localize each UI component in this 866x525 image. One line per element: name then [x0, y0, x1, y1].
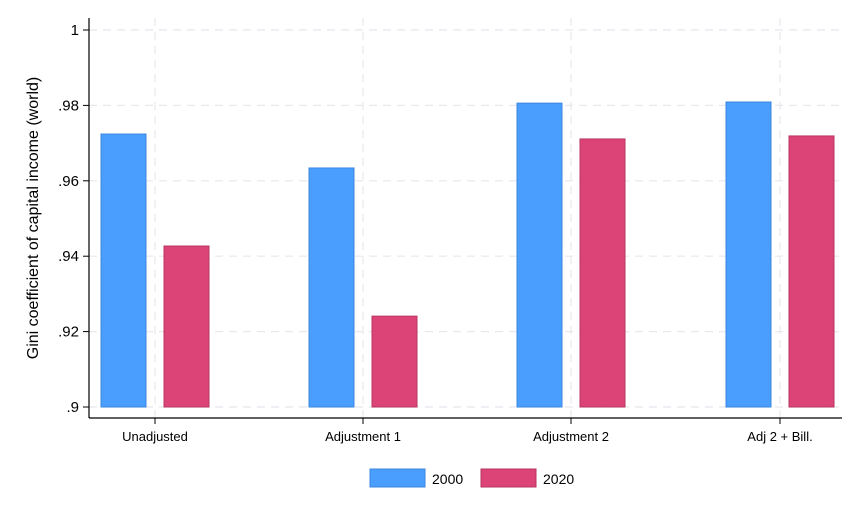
x-tick-label: Adj 2 + Bill. [747, 429, 812, 444]
bars [100, 101, 835, 408]
x-tick-label: Adjustment 2 [533, 429, 609, 444]
x-ticks: Unadjusted Adjustment 1 Adjustment 2 Adj 2 … [122, 418, 813, 444]
y-tick-label: .9 [66, 399, 79, 416]
axes [88, 18, 842, 419]
bar-2020 [163, 245, 210, 408]
legend-label: 2020 [543, 471, 574, 487]
x-tick-label: Adjustment 1 [325, 429, 401, 444]
bar-2020 [788, 135, 835, 408]
y-tick-label: .92 [58, 324, 79, 341]
y-ticks: .9 .92 .94 .96 .98 1 [58, 22, 89, 416]
legend: 2000 2020 [369, 468, 574, 488]
y-tick-label: 1 [71, 22, 79, 39]
bar-2020 [371, 315, 418, 408]
gridlines [89, 18, 842, 418]
y-tick-label: .96 [58, 173, 79, 190]
legend-label: 2000 [432, 471, 463, 487]
legend-swatch-2000 [369, 468, 426, 488]
y-tick-label: .98 [58, 97, 79, 114]
bar-2000 [516, 102, 563, 408]
legend-swatch-2020 [480, 468, 537, 488]
bar-2000 [725, 101, 772, 408]
y-axis-label: Gini coefficient of capital income (worl… [25, 77, 42, 360]
bar-2000 [308, 167, 355, 408]
bar-2020 [579, 138, 626, 408]
y-tick-label: .94 [58, 248, 79, 265]
bar-2000 [100, 133, 147, 408]
x-tick-label: Unadjusted [122, 429, 188, 444]
